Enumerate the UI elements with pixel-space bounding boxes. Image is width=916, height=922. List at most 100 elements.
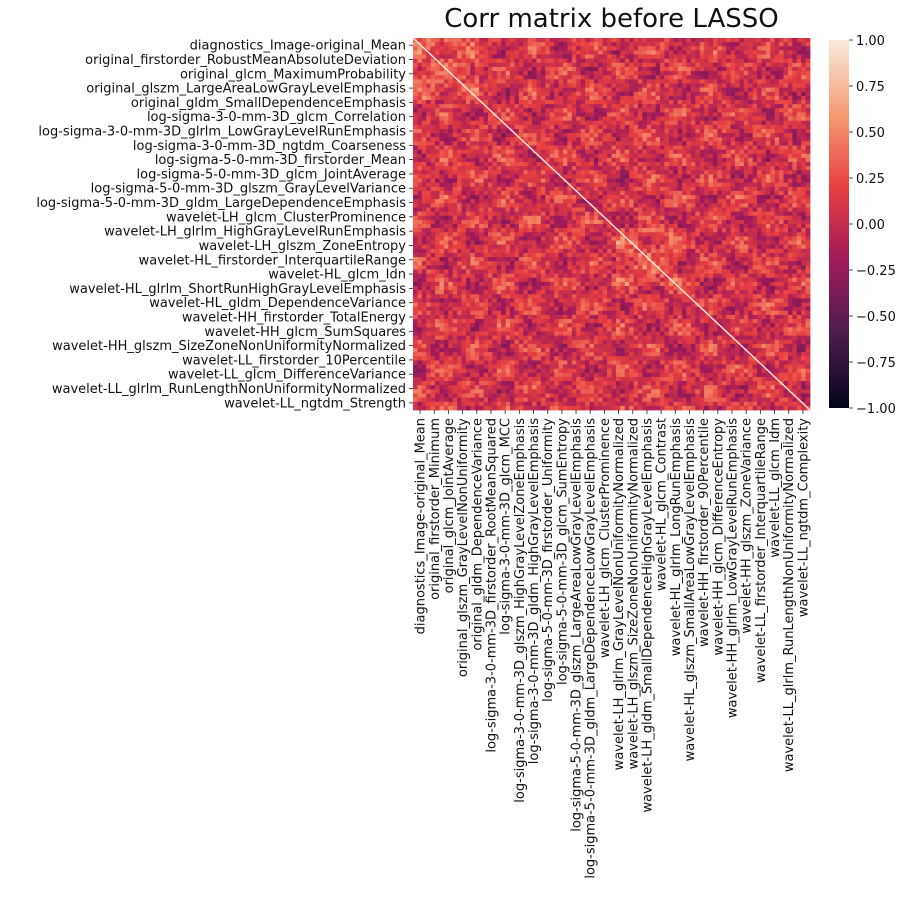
heatmap-cell (704, 252, 709, 258)
heatmap-cell (748, 42, 754, 47)
heatmap-cell (757, 166, 762, 171)
heatmap-cell (496, 178, 502, 184)
heatmap-cell (708, 170, 714, 175)
heatmap-cell (505, 166, 511, 171)
heatmap-cell (686, 207, 692, 212)
heatmap-cell (682, 62, 687, 68)
heatmap-cell (651, 244, 657, 250)
heatmap-cell (479, 38, 484, 43)
heatmap-cell (487, 83, 493, 88)
heatmap-cell (770, 112, 776, 117)
heatmap-cell (770, 153, 776, 159)
heatmap-cell (545, 133, 551, 138)
heatmap-cell (695, 54, 701, 60)
heatmap-cell (510, 174, 515, 179)
heatmap-cell (474, 186, 480, 192)
heatmap-cell (523, 71, 529, 76)
heatmap-cell (474, 228, 480, 233)
heatmap-cell (580, 79, 586, 84)
heatmap-cell (426, 79, 432, 84)
heatmap-cell (721, 195, 727, 200)
heatmap-cell (426, 66, 432, 72)
heatmap-cell (686, 215, 692, 221)
heatmap-cell (562, 207, 568, 212)
heatmap-cell (430, 182, 436, 188)
heatmap-cell (774, 224, 780, 229)
heatmap-cell (717, 157, 723, 163)
heatmap-cell (783, 128, 789, 134)
heatmap-cell (585, 124, 590, 130)
heatmap-cell (642, 199, 648, 204)
heatmap-cell (496, 133, 502, 138)
heatmap-cell (655, 203, 661, 208)
heatmap-cell (435, 252, 440, 258)
heatmap-cell (712, 62, 718, 68)
heatmap-cell (765, 248, 771, 254)
heatmap-cell (576, 207, 582, 212)
heatmap-cell (668, 170, 674, 175)
heatmap-cell (492, 87, 498, 93)
heatmap-cell (470, 219, 476, 225)
heatmap-cell (452, 186, 458, 192)
heatmap-cell (801, 83, 806, 88)
heatmap-cell (470, 178, 476, 184)
heatmap-cell (448, 207, 454, 212)
heatmap-cell (668, 195, 674, 200)
heatmap-cell (633, 42, 639, 47)
heatmap-cell (633, 257, 639, 262)
heatmap-cell (457, 108, 462, 113)
heatmap-cell (571, 215, 577, 221)
heatmap-cell (580, 215, 586, 221)
heatmap-cell (664, 195, 670, 200)
heatmap-cell (545, 42, 551, 47)
heatmap-cell (443, 71, 449, 76)
heatmap-cell (496, 203, 502, 208)
heatmap-cell (589, 207, 595, 212)
heatmap-cell (796, 170, 802, 175)
heatmap-cell (470, 58, 476, 64)
heatmap-cell (465, 224, 471, 229)
heatmap-cell (474, 83, 480, 88)
heatmap-cell (585, 162, 590, 167)
heatmap-cell (792, 240, 798, 246)
heatmap-cell (571, 224, 577, 229)
heatmap-cell (523, 100, 529, 105)
heatmap-cell (554, 42, 559, 47)
heatmap-cell (567, 219, 573, 225)
heatmap-cell (452, 244, 458, 250)
heatmap-cell (779, 236, 784, 241)
heatmap-cell (474, 162, 480, 167)
heatmap-cell (796, 54, 802, 60)
heatmap-cell (545, 149, 551, 155)
heatmap-cell (505, 257, 511, 262)
heatmap-cell (774, 54, 780, 60)
heatmap-cell (774, 195, 780, 200)
heatmap-cell (540, 112, 546, 117)
heatmap-cell (598, 46, 604, 51)
heatmap-cell (523, 199, 529, 204)
heatmap-cell (545, 153, 551, 159)
heatmap-cell (536, 236, 542, 241)
heatmap-cell (699, 66, 705, 72)
heatmap-cell (699, 137, 705, 142)
heatmap-cell (448, 145, 454, 150)
heatmap-cell (439, 141, 445, 146)
heatmap-cell (514, 186, 520, 192)
heatmap-cell (708, 141, 714, 146)
heatmap-cell (779, 79, 784, 84)
heatmap-cell (664, 252, 670, 258)
heatmap-cell (483, 83, 489, 88)
heatmap-cell (430, 195, 436, 200)
heatmap-cell (673, 128, 679, 134)
heatmap-cell (571, 42, 577, 47)
heatmap-cell (501, 87, 507, 93)
heatmap-cell (752, 120, 758, 126)
heatmap-cell (426, 261, 432, 266)
heatmap-cell (589, 133, 595, 138)
heatmap-cell (465, 219, 471, 225)
heatmap-cell (487, 38, 493, 43)
heatmap-cell (792, 232, 798, 237)
heatmap-cell (730, 211, 736, 217)
heatmap-cell (607, 149, 612, 155)
heatmap-cell (779, 224, 784, 229)
